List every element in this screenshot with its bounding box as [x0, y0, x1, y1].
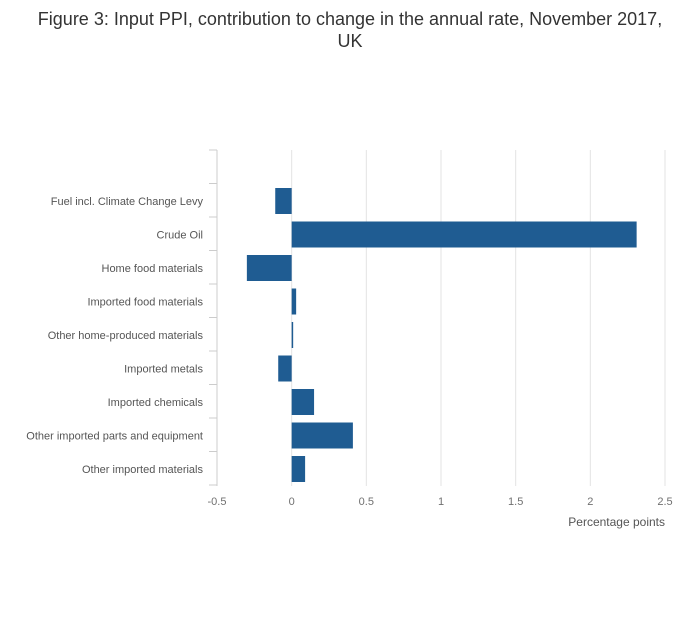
chart-title: Figure 3: Input PPI, contribution to cha…	[37, 9, 663, 51]
category-label: Other imported parts and equipment	[26, 431, 203, 443]
x-tick-label: 0.5	[359, 496, 374, 508]
category-label: Imported metals	[124, 364, 203, 376]
category-label: Fuel incl. Climate Change Levy	[51, 196, 204, 208]
category-label: Imported food materials	[87, 297, 203, 309]
x-tick-label: 1	[438, 496, 444, 508]
bar	[275, 188, 292, 214]
category-label: Other imported materials	[82, 464, 204, 476]
category-labels: Fuel incl. Climate Change Levy Crude Oil H…	[26, 196, 203, 476]
bar	[291, 288, 297, 315]
category-label: Crude Oil	[157, 230, 203, 242]
category-label: Imported chemicals	[108, 397, 204, 409]
category-label: Other home-produced materials	[48, 330, 204, 342]
bar	[291, 221, 637, 248]
bars	[246, 188, 637, 482]
x-tick-label: 1.5	[508, 496, 523, 508]
bar	[246, 255, 292, 281]
bar	[278, 355, 292, 382]
bar	[291, 456, 306, 482]
category-label: Home food materials	[102, 263, 204, 275]
x-tick-label: 0	[289, 496, 295, 508]
bar	[291, 322, 294, 348]
bar	[291, 422, 353, 449]
bar	[291, 389, 315, 415]
x-tick-label: 2	[587, 496, 593, 508]
y-axis	[209, 149, 218, 486]
x-tick-label: 2.5	[657, 496, 672, 508]
x-tick-label: -0.5	[208, 496, 227, 508]
x-tick-labels: -0.5 0 0.5 1 1.5 2 2.5	[208, 496, 673, 508]
x-axis-title: Percentage points	[568, 515, 665, 529]
